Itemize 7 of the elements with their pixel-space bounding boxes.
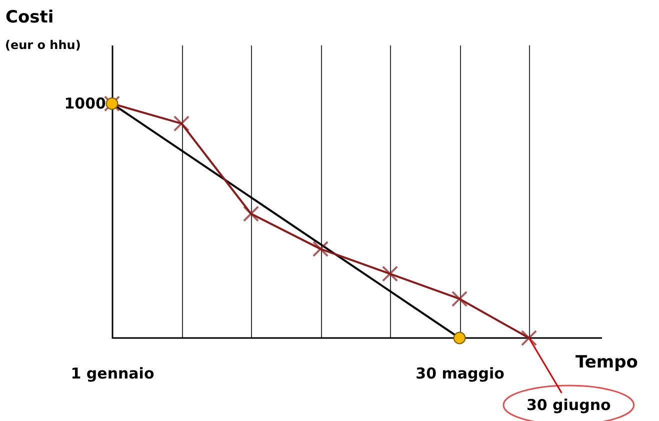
x-axis-title: Tempo [576,352,638,372]
text: (eur o hhu) [5,38,81,52]
text: 30 giugno [526,396,611,414]
x-tick-label: 1 gennaio [70,364,154,382]
text: 1000 [64,94,106,113]
x-tick-label: 30 maggio [416,364,504,382]
y-axis-title: Costi [6,8,54,28]
